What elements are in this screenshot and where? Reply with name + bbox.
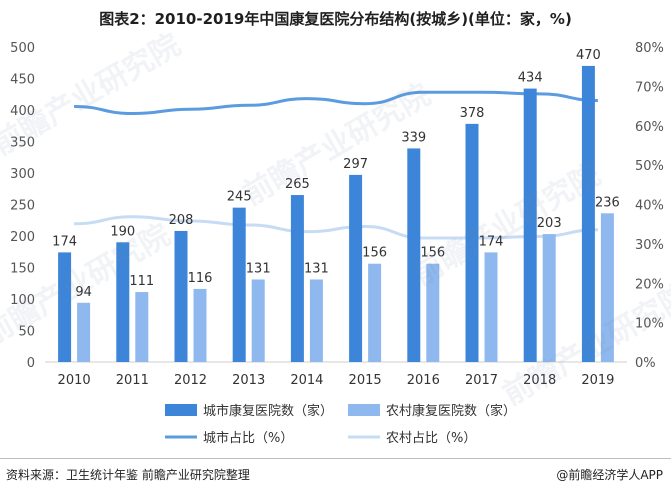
data-label: 378 xyxy=(460,106,485,121)
data-label: 156 xyxy=(362,246,387,261)
legend-swatch xyxy=(348,404,380,416)
legend-label: 城市康复医院数（家） xyxy=(203,403,333,419)
bar xyxy=(465,123,479,362)
footer-divider xyxy=(0,458,671,459)
data-label: 94 xyxy=(75,285,92,300)
bar xyxy=(77,302,91,362)
data-label: 470 xyxy=(576,48,601,63)
bar xyxy=(407,148,421,362)
x-tick-label: 2014 xyxy=(290,373,323,388)
legend-label: 农村康复医院数（家） xyxy=(386,403,516,419)
y-tick-label: 100 xyxy=(10,293,35,308)
data-label: 203 xyxy=(537,216,562,231)
y-tick-label: 400 xyxy=(10,104,35,119)
source-note: 资料来源：卫生统计年鉴 前瞻产业研究院整理 xyxy=(6,468,250,482)
bar xyxy=(349,174,363,362)
series-line xyxy=(74,90,598,116)
legend-label: 城市占比（%） xyxy=(203,430,293,446)
data-label: 245 xyxy=(227,190,252,205)
y-tick-label: 350 xyxy=(10,136,35,151)
y-tick-label: 450 xyxy=(10,73,35,88)
y2-tick-label: 50% xyxy=(635,159,664,174)
brand-note: @前瞻经济学人APP xyxy=(556,468,663,482)
y2-tick-label: 20% xyxy=(635,277,664,292)
bar xyxy=(116,242,130,362)
y2-tick-label: 40% xyxy=(635,199,664,214)
data-label: 208 xyxy=(169,213,194,228)
y-tick-label: 50 xyxy=(18,325,35,340)
x-tick-label: 2016 xyxy=(407,373,440,388)
y2-tick-label: 70% xyxy=(635,80,664,95)
data-label: 339 xyxy=(401,130,426,145)
data-label: 174 xyxy=(479,234,504,249)
series-line xyxy=(74,215,598,240)
bar xyxy=(232,207,246,362)
data-label: 116 xyxy=(188,271,213,286)
y-tick-label: 200 xyxy=(10,230,35,245)
bar xyxy=(523,88,537,362)
data-label: 174 xyxy=(52,234,77,249)
bar xyxy=(542,234,556,362)
data-label: 131 xyxy=(304,261,329,276)
y-tick-label: 0 xyxy=(27,356,35,371)
data-label: 297 xyxy=(343,157,368,172)
x-tick-label: 2019 xyxy=(581,373,614,388)
legend-label: 农村占比（%） xyxy=(386,431,476,446)
data-label: 111 xyxy=(129,274,154,289)
bar xyxy=(426,263,440,362)
bar xyxy=(600,213,614,362)
bar xyxy=(58,252,72,362)
y2-tick-label: 10% xyxy=(635,317,664,332)
y2-tick-label: 80% xyxy=(635,41,664,56)
y2-tick-label: 0% xyxy=(635,356,656,371)
bar xyxy=(193,288,207,362)
y2-tick-label: 30% xyxy=(635,238,664,253)
data-label: 131 xyxy=(246,261,271,276)
y-tick-label: 150 xyxy=(10,262,35,277)
x-tick-label: 2013 xyxy=(232,373,265,388)
chart-title: 图表2：2010-2019年中国康复医院分布结构(按城乡)(单位：家，%) xyxy=(99,10,572,28)
x-tick-label: 2015 xyxy=(349,373,382,388)
data-label: 156 xyxy=(420,246,445,261)
x-tick-label: 2018 xyxy=(523,373,556,388)
bar xyxy=(135,292,149,362)
bar xyxy=(309,279,323,362)
bar xyxy=(174,230,188,362)
data-label: 236 xyxy=(595,195,620,210)
legend-swatch xyxy=(165,404,197,416)
bar xyxy=(368,263,382,362)
data-label: 265 xyxy=(285,177,310,192)
data-label: 434 xyxy=(518,71,543,86)
data-label: 190 xyxy=(110,224,135,239)
y-tick-label: 500 xyxy=(10,41,35,56)
bar xyxy=(484,252,498,362)
x-tick-label: 2017 xyxy=(465,373,498,388)
y2-tick-label: 60% xyxy=(635,120,664,135)
x-tick-label: 2012 xyxy=(174,373,207,388)
bar xyxy=(290,195,304,362)
y-tick-label: 250 xyxy=(10,199,35,214)
bar xyxy=(251,279,265,362)
x-tick-label: 2011 xyxy=(116,373,149,388)
x-tick-label: 2010 xyxy=(58,373,91,388)
y-tick-label: 300 xyxy=(10,167,35,182)
bar xyxy=(581,65,595,363)
